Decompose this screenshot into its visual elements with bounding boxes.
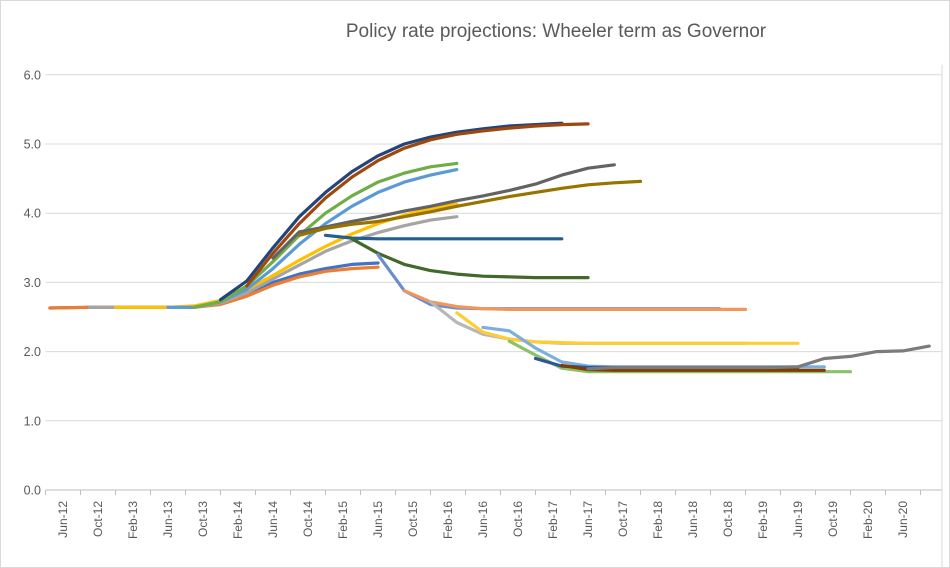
x-axis-label: Oct-14 xyxy=(301,501,315,537)
series-line-dec-14-mps[interactable] xyxy=(297,179,643,237)
series-line-aug-17-mps[interactable] xyxy=(586,344,931,371)
series-line-jun-15-mps[interactable] xyxy=(350,237,590,280)
series-line-jun-14-mps[interactable] xyxy=(245,122,590,288)
series-line-jun-16-mps[interactable] xyxy=(455,311,800,345)
y-axis-label: 3.0 xyxy=(24,276,41,290)
series-line-mar-14-mps[interactable] xyxy=(218,121,564,302)
x-axis-label: Oct-15 xyxy=(406,501,420,537)
x-axis-label: Jun-19 xyxy=(791,501,805,538)
series-line-may-17-mps[interactable] xyxy=(560,363,826,372)
x-axis-label: Feb-18 xyxy=(651,501,665,539)
x-axis-label: Oct-17 xyxy=(616,501,630,537)
x-axis-label: Feb-17 xyxy=(546,501,560,539)
y-axis-label: 2.0 xyxy=(24,345,41,359)
x-axis-label: Jun-14 xyxy=(266,501,280,538)
y-axis-label: 1.0 xyxy=(24,414,41,428)
x-axis-label: Jun-13 xyxy=(161,501,175,538)
series-line-sep-14-mps[interactable] xyxy=(271,163,616,260)
x-axis-label: Feb-15 xyxy=(336,501,350,539)
series-line-aug-16-mps[interactable] xyxy=(481,325,826,369)
x-axis-label: Feb-20 xyxy=(861,501,875,539)
series-line-dec-13-mps[interactable] xyxy=(192,161,459,309)
x-axis-label: Jun-12 xyxy=(56,501,70,538)
y-axis-label: 4.0 xyxy=(24,207,41,221)
x-axis-label: Feb-13 xyxy=(126,501,140,539)
y-axis-label: 0.0 xyxy=(24,484,41,498)
x-axis-label: Jun-16 xyxy=(476,501,490,538)
chart-title: Policy rate projections: Wheeler term as… xyxy=(345,21,767,42)
x-axis-label: Jun-17 xyxy=(581,501,595,538)
x-axis-label: Oct-18 xyxy=(721,501,735,537)
x-axis-label: Jun-18 xyxy=(686,501,700,538)
x-axis-label: Oct-12 xyxy=(91,501,105,537)
y-axis-label: 5.0 xyxy=(24,138,41,152)
x-axis-label: Oct-13 xyxy=(196,501,210,537)
x-axis-label: Feb-19 xyxy=(756,501,770,539)
x-axis-label: Jun-15 xyxy=(371,501,385,538)
x-axis-label: Jun-20 xyxy=(896,501,910,538)
series-line-dec-15-mps[interactable] xyxy=(402,289,748,311)
x-axis-label: Oct-16 xyxy=(511,501,525,537)
x-axis-label: Feb-16 xyxy=(441,501,455,539)
y-axis-label: 6.0 xyxy=(24,68,41,82)
x-axis-label: Oct-19 xyxy=(826,501,840,537)
x-axis-label: Feb-14 xyxy=(231,501,245,539)
series-line-mar-15-mps[interactable] xyxy=(323,233,564,241)
